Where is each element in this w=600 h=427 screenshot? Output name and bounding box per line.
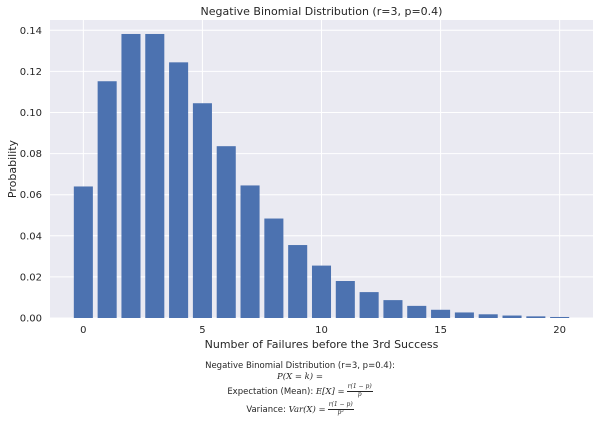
variance-denominator: p² [337, 409, 344, 417]
y-tick-label: 0.08 [20, 149, 42, 160]
y-tick-label: 0.02 [20, 272, 42, 283]
bar-k-1 [97, 81, 117, 318]
mean-formula: E[X] = [315, 386, 345, 397]
bar-k-14 [407, 305, 427, 318]
bar-k-0 [73, 186, 93, 318]
bar-k-20 [550, 316, 570, 318]
bar-k-9 [288, 245, 308, 318]
bar-k-17 [478, 314, 498, 318]
bar-k-8 [264, 218, 284, 318]
annotation-line-mean: Expectation (Mean): E[X] = r(1 − p) p [0, 383, 600, 399]
y-axis-label: Probability [6, 139, 19, 198]
variance-numerator: r(1 − p) [327, 401, 354, 410]
bar-k-7 [240, 185, 260, 318]
annotation-line-1: Negative Binomial Distribution (r=3, p=0… [0, 362, 600, 371]
x-tick-label: 5 [199, 325, 205, 336]
mean-numerator: r(1 − p) [346, 383, 373, 392]
y-tick-label: 0.00 [20, 314, 42, 325]
x-tick-label: 20 [553, 325, 566, 336]
chart-title: Negative Binomial Distribution (r=3, p=0… [201, 5, 443, 18]
x-axis-label: Number of Failures before the 3rd Succes… [205, 338, 439, 351]
bar-k-2 [121, 33, 141, 319]
y-tick-label: 0.14 [20, 26, 42, 37]
annotation-heading: Negative Binomial Distribution (r=3, p=0… [205, 361, 395, 371]
variance-fraction: r(1 − p) p² [327, 401, 354, 417]
mean-label: Expectation (Mean): [227, 386, 316, 397]
bar-k-13 [383, 300, 403, 318]
annotation-line-pmf: P(X = k) = [0, 373, 600, 382]
variance-formula: Var(X) = [288, 404, 326, 415]
bar-k-16 [454, 312, 474, 318]
x-tick-labels: 0 5 10 15 20 [80, 325, 566, 336]
y-tick-label: 0.12 [20, 67, 42, 78]
mean-denominator: p [357, 391, 362, 399]
x-tick-label: 15 [434, 325, 447, 336]
bar-k-18 [502, 315, 522, 318]
bar-k-19 [526, 316, 546, 318]
bar-k-4 [169, 62, 189, 319]
x-tick-label: 0 [80, 325, 86, 336]
mean-fraction: r(1 − p) p [346, 383, 373, 399]
annotation-line-variance: Variance: Var(X) = r(1 − p) p² [0, 401, 600, 417]
y-tick-label: 0.10 [20, 108, 42, 119]
bar-k-11 [335, 281, 355, 318]
bar-k-10 [311, 265, 332, 318]
bars [73, 33, 570, 319]
y-tick-label: 0.04 [20, 231, 42, 242]
bar-k-15 [431, 309, 451, 318]
pmf-formula: P(X = k) = [277, 372, 323, 382]
y-tick-label: 0.06 [20, 190, 42, 201]
variance-label: Variance: [246, 404, 289, 415]
bar-k-6 [216, 146, 236, 318]
y-tick-labels: 0.00 0.02 0.04 0.06 0.08 0.10 0.12 0.14 [20, 26, 42, 325]
bar-k-3 [145, 33, 165, 319]
bar-k-12 [359, 292, 379, 318]
bar-k-5 [192, 103, 212, 318]
x-tick-label: 10 [315, 325, 328, 336]
